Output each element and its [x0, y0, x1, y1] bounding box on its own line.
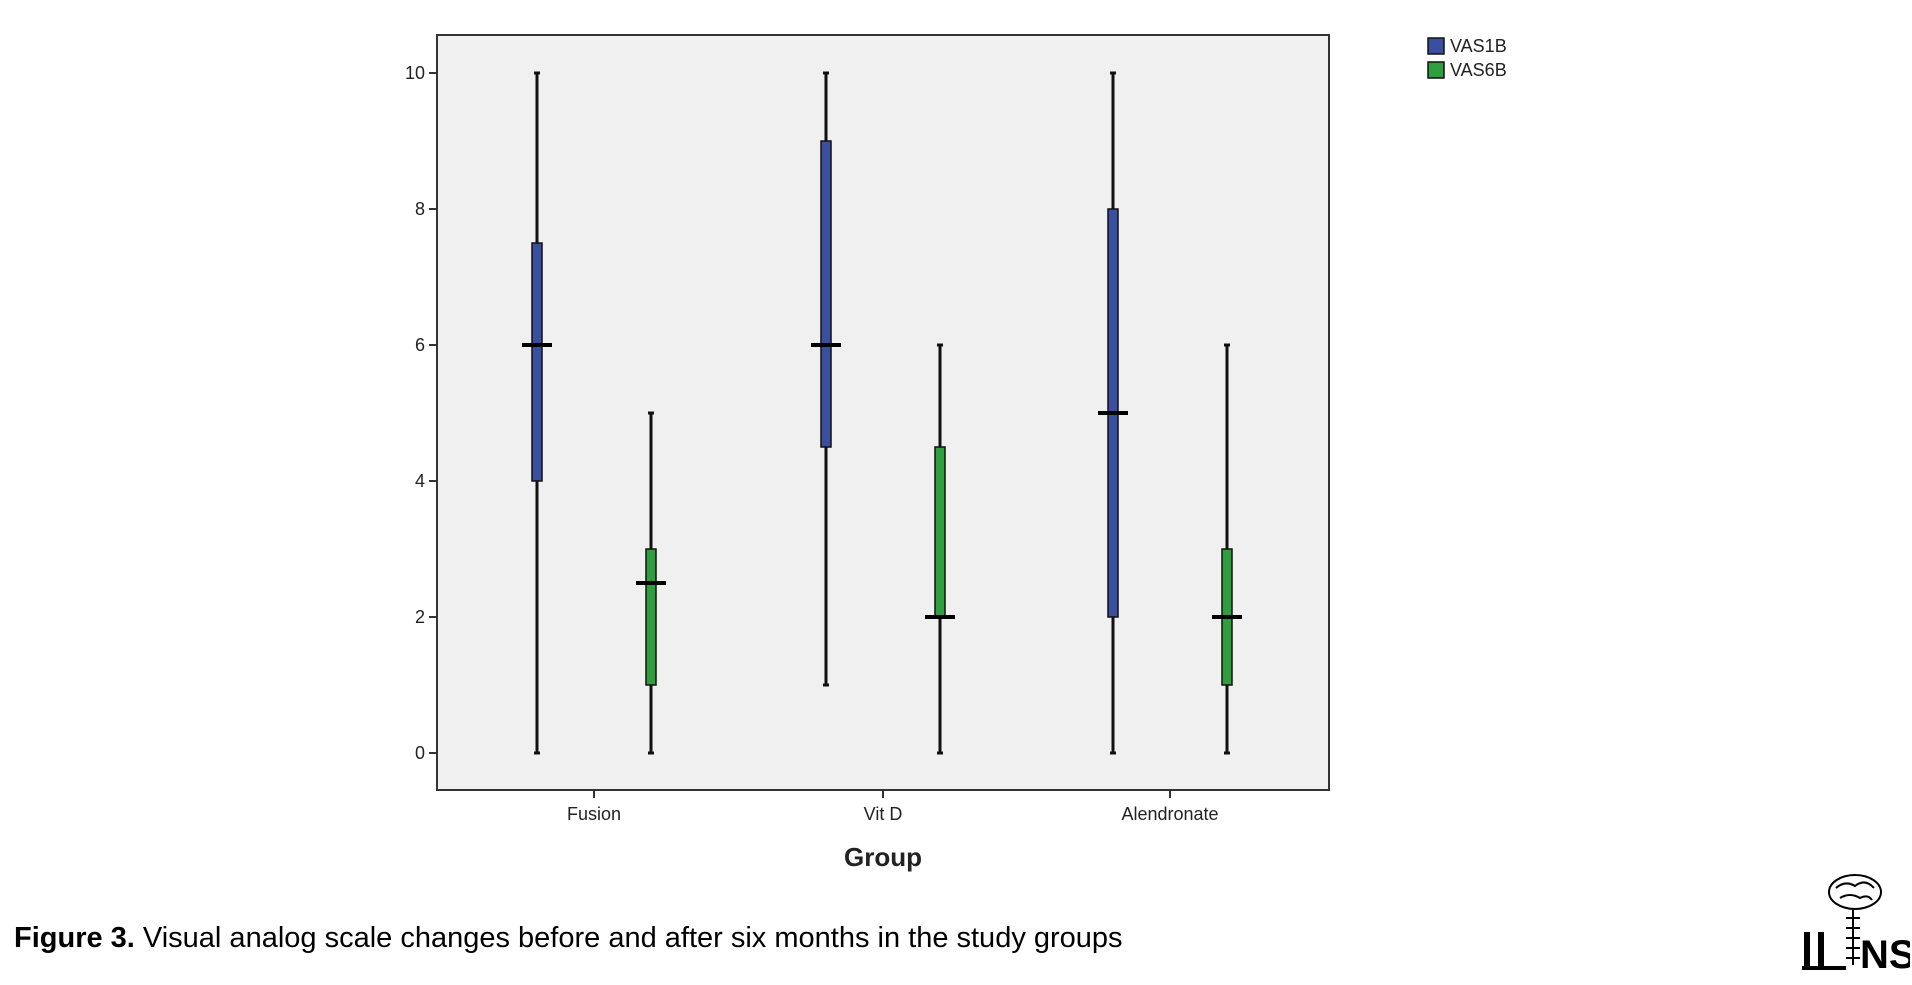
y-tick-label: 10 [405, 63, 425, 83]
logo-text: NS [1860, 933, 1910, 975]
x-axis-title: Group [844, 842, 922, 872]
iqr-box [820, 140, 832, 448]
caption-text: Visual analog scale changes before and a… [134, 922, 1123, 954]
logo-base [1802, 966, 1846, 970]
box-vas1b-vit-d [811, 71, 841, 687]
brain-spine-icon [1828, 874, 1882, 965]
y-axis: 0 2 4 6 8 10 [405, 63, 437, 763]
box-vas1b-alendronate [1098, 71, 1128, 755]
iqr-box [645, 548, 657, 686]
y-tick-label: 4 [415, 471, 425, 491]
iqr-box [531, 242, 543, 482]
x-axis: Fusion Vit D Alendronate [567, 790, 1219, 824]
legend-label: VAS1B [1450, 36, 1507, 56]
legend: VAS1B VAS6B [1427, 36, 1507, 80]
iqr-box [934, 446, 946, 618]
legend-swatch [1427, 61, 1445, 79]
legend-swatch [1427, 37, 1445, 55]
x-tick-label: Fusion [567, 804, 621, 824]
box-vas6b-fusion [636, 411, 666, 755]
box-vas6b-alendronate [1212, 343, 1242, 755]
figure-caption: Figure 3. Visual analog scale changes be… [14, 922, 1123, 955]
caption-label: Figure 3. [14, 922, 135, 954]
x-tick-label: Vit D [864, 804, 903, 824]
x-tick-label: Alendronate [1121, 804, 1218, 824]
box-series-group [522, 71, 1242, 755]
plot-area [436, 34, 1330, 791]
box-vas1b-fusion [522, 71, 552, 755]
y-tick-label: 8 [415, 199, 425, 219]
y-tick-label: 0 [415, 743, 425, 763]
logo-bar-right [1818, 932, 1824, 968]
y-tick-label: 6 [415, 335, 425, 355]
journal-logo: NS [1802, 874, 1910, 975]
box-vas6b-vit-d [925, 343, 955, 755]
logo-bar-left [1804, 932, 1810, 968]
y-tick-label: 2 [415, 607, 425, 627]
legend-label: VAS6B [1450, 60, 1507, 80]
